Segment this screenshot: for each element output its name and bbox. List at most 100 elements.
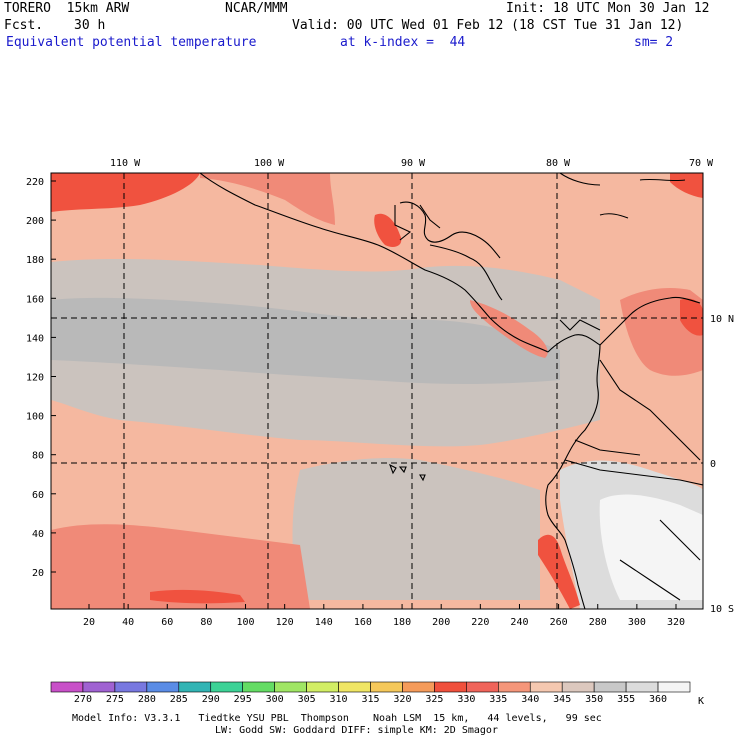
coast-panama — [547, 334, 601, 353]
colorbar-label: 320 — [393, 694, 412, 705]
colorbar-swatch — [82, 681, 116, 693]
coast-honduras — [429, 244, 503, 301]
colorbar-swatch — [561, 681, 595, 693]
coast-galapagos — [388, 463, 426, 482]
coastlines — [199, 173, 703, 609]
colorbar-label: 340 — [521, 694, 540, 705]
colorbar-label: 310 — [329, 694, 348, 705]
colorbar-label: 335 — [489, 694, 508, 705]
lon-label-100w: 100 W — [254, 158, 285, 169]
x-tick-label: 240 — [510, 617, 528, 628]
map-frame — [50, 172, 704, 610]
y-tick-label: 20 — [32, 568, 44, 579]
y-tick-label: 140 — [26, 333, 44, 344]
model-info-line2: LW: Godd SW: Goddard DIFF: simple KM: 2D… — [215, 725, 498, 736]
colorbar-swatch — [274, 681, 307, 693]
colorbar-swatch — [370, 681, 403, 693]
colorbar-swatch — [50, 681, 84, 693]
top-longitude-labels: 110 W 100 W 90 W 80 W 70 W — [110, 158, 714, 169]
colorbar-label: 355 — [617, 694, 636, 705]
colorbar-swatch — [114, 681, 148, 693]
field-region-330 — [150, 589, 245, 604]
x-tick-label: 300 — [628, 617, 646, 628]
x-tick-label: 260 — [550, 617, 568, 628]
x-tick-label: 120 — [276, 617, 294, 628]
colorbar-swatch — [434, 681, 467, 693]
colorbar — [50, 681, 691, 693]
colorbar-swatch — [625, 681, 659, 693]
x-tick-label: 80 — [200, 617, 212, 628]
border-lines — [559, 319, 703, 601]
model-name: TORERO 15km ARW — [4, 1, 130, 16]
y-tick-label: 160 — [26, 294, 44, 305]
lat-label-10n: 10 N — [710, 314, 734, 325]
colorbar-swatch — [466, 681, 499, 693]
colorbar-swatch — [242, 681, 275, 693]
x-axis-ticks: 20 40 60 80 100 120 140 160 180 200 220 240 260 280 30… — [83, 604, 685, 628]
init-time: Init: 18 UTC Mon 30 Jan 12 — [506, 1, 710, 16]
y-axis-ticks: 220 200 180 160 140 120 100 80 60 40 20 — [26, 177, 56, 579]
colorbar-label: 325 — [425, 694, 444, 705]
x-tick-label: 100 — [237, 617, 255, 628]
valid-time: Valid: 00 UTC Wed 01 Feb 12 (18 CST Tue … — [292, 18, 684, 33]
forecast-hours: 30 h — [74, 18, 106, 33]
x-tick-label: 180 — [393, 617, 411, 628]
x-tick-label: 320 — [667, 617, 685, 628]
coast-caribbean-islands — [559, 173, 686, 219]
colorbar-label: 280 — [137, 694, 156, 705]
level-info: at k-index = 44 — [340, 35, 466, 50]
x-tick-label: 20 — [83, 617, 95, 628]
y-tick-label: 80 — [32, 451, 44, 462]
colorbar-swatch — [306, 681, 339, 693]
coast-colombia-ecuador — [545, 344, 601, 609]
lon-label-80w: 80 W — [546, 158, 571, 169]
coast-gulf — [399, 201, 501, 259]
y-tick-label: 60 — [32, 490, 44, 501]
y-tick-label: 120 — [26, 373, 44, 384]
colorbar-swatch — [402, 681, 435, 693]
field-region-335-nw — [200, 173, 335, 225]
field-region-355 — [51, 297, 560, 385]
colorbar-swatch — [210, 681, 244, 693]
colorbar-label: 345 — [553, 694, 572, 705]
colorbar-swatch — [178, 681, 212, 693]
x-tick-label: 160 — [354, 617, 372, 628]
lon-label-90w: 90 W — [401, 158, 426, 169]
lon-label-70w: 70 W — [689, 158, 714, 169]
model-info-line1: Model Info: V3.3.1 Tiedtke YSU PBL Thomp… — [72, 713, 602, 724]
x-tick-label: 40 — [122, 617, 134, 628]
colorbar-label: 300 — [265, 694, 284, 705]
colorbar-label: 270 — [73, 694, 92, 705]
field-region-330-central-america — [374, 213, 402, 247]
x-tick-label: 220 — [471, 617, 489, 628]
lat-label-equator: 0 — [710, 459, 716, 470]
organization: NCAR/MMM — [225, 1, 288, 16]
right-latitude-labels: 10 N 0 10 S — [710, 314, 734, 615]
x-tick-label: 200 — [432, 617, 450, 628]
colorbar-label: 275 — [105, 694, 124, 705]
colorbar-label: 295 — [233, 694, 252, 705]
field-name: Equivalent potential temperature — [6, 35, 257, 50]
colorbar-label: 350 — [585, 694, 604, 705]
lat-label-10s: 10 S — [710, 604, 734, 615]
colorbar-label: 315 — [361, 694, 380, 705]
field-region-330-ne-corner — [670, 173, 703, 198]
y-tick-label: 200 — [26, 216, 44, 227]
field-region-365-land — [599, 494, 703, 600]
field-region-335 — [51, 524, 310, 609]
field-region-350-south — [292, 458, 540, 600]
coast-venezuela — [599, 296, 701, 346]
colorbar-label: 290 — [201, 694, 220, 705]
colorbar-label: 330 — [457, 694, 476, 705]
lon-label-110w: 110 W — [110, 158, 141, 169]
colorbar-swatch — [529, 681, 563, 693]
colorbar-label: 360 — [649, 694, 668, 705]
field-region-330-nw — [51, 173, 200, 212]
field-region-330-peru — [538, 534, 580, 609]
smoothing-info: sm= 2 — [634, 35, 674, 50]
colorbar-swatch — [338, 681, 371, 693]
y-tick-label: 100 — [26, 412, 44, 423]
coast-mexico-central-america — [199, 173, 549, 353]
forecast-label: Fcst. — [4, 18, 44, 33]
